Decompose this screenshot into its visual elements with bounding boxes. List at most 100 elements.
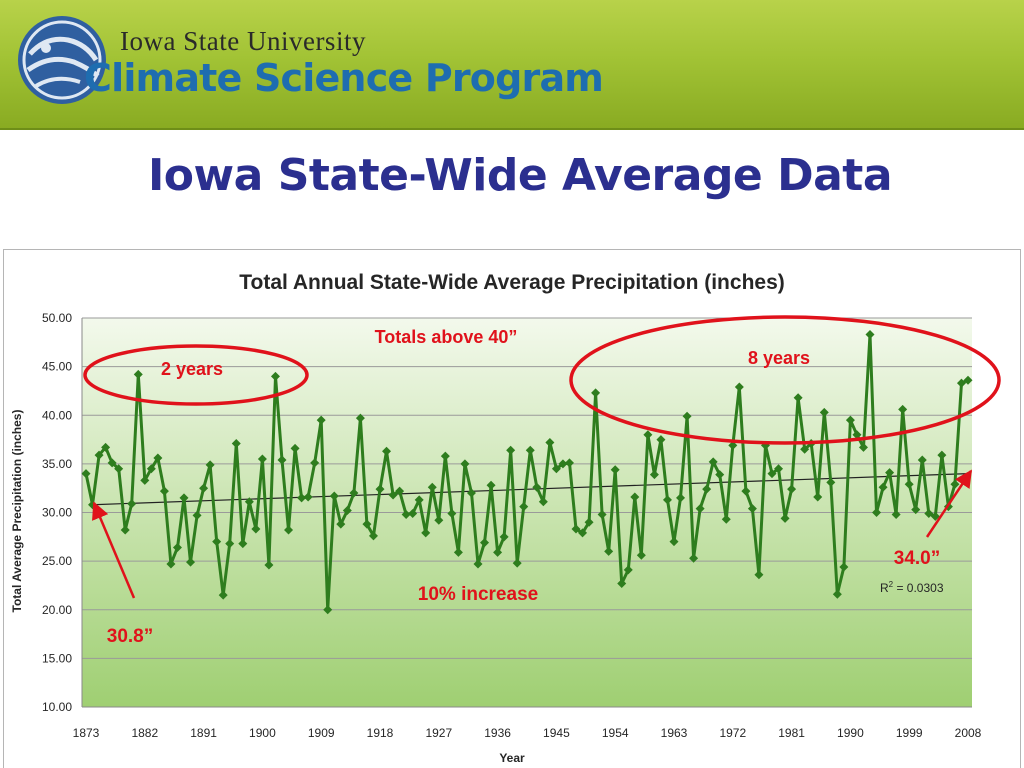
data-point: [904, 479, 914, 489]
x-tick-label: 1972: [719, 726, 746, 740]
y-tick-label: 50.00: [42, 311, 72, 325]
data-point: [421, 528, 431, 538]
data-point: [845, 415, 855, 425]
data-point: [257, 454, 267, 464]
annotation-start-value: 30.8”: [107, 626, 153, 647]
data-point: [571, 524, 581, 534]
data-point: [917, 455, 927, 465]
data-point: [747, 504, 757, 514]
highlight-ellipse-left: [83, 344, 309, 406]
data-point: [669, 537, 679, 547]
data-point: [558, 459, 568, 469]
slide-title: Iowa State-Wide Average Data: [147, 150, 893, 201]
data-point: [368, 531, 378, 541]
data-point: [656, 435, 666, 445]
data-point: [362, 519, 372, 529]
data-point: [101, 442, 111, 452]
data-point: [172, 543, 182, 553]
data-point: [819, 407, 829, 417]
data-point: [839, 562, 849, 572]
annotation-increase: 10% increase: [418, 584, 538, 605]
data-point: [342, 506, 352, 516]
y-tick-label: 25.00: [42, 554, 72, 568]
data-point: [244, 497, 254, 507]
data-point: [140, 475, 150, 485]
data-point: [218, 590, 228, 600]
data-point: [186, 557, 196, 567]
y-tick-label: 40.00: [42, 408, 72, 422]
y-tick-label: 15.00: [42, 651, 72, 665]
data-point: [205, 460, 215, 470]
annotation-left-count: 2 years: [161, 359, 223, 379]
data-point: [290, 443, 300, 453]
data-point: [329, 491, 339, 501]
y-tick-labels: 10.00 15.00 20.00 25.00 30.00 35.00 40.00 45.00…: [42, 311, 72, 714]
data-point: [427, 482, 437, 492]
data-point: [649, 470, 659, 480]
data-point: [532, 482, 542, 492]
x-tick-label: 1999: [896, 726, 923, 740]
x-tick-label: 1990: [837, 726, 864, 740]
data-point: [231, 438, 241, 448]
data-point: [264, 560, 274, 570]
series-line-precipitation: [84, 333, 969, 612]
data-point: [538, 497, 548, 507]
x-tick-label: 1936: [484, 726, 511, 740]
data-point: [94, 450, 104, 460]
data-point: [310, 458, 320, 468]
data-point: [564, 458, 574, 468]
data-point: [466, 488, 476, 498]
data-point: [192, 510, 202, 520]
data-point: [702, 484, 712, 494]
data-point: [591, 388, 601, 398]
data-point: [780, 513, 790, 523]
data-point: [480, 538, 490, 548]
header-banner: Iowa State University Climate Science Pr…: [0, 0, 1024, 128]
data-point: [872, 508, 882, 517]
data-point: [662, 495, 672, 505]
data-point: [506, 445, 516, 455]
data-point: [453, 547, 463, 557]
data-point: [297, 493, 307, 503]
data-point: [937, 450, 947, 460]
data-point: [251, 524, 261, 534]
data-point: [891, 509, 901, 519]
x-tick-label: 1900: [249, 726, 276, 740]
data-point: [604, 546, 614, 556]
arrow-end-value: [925, 469, 973, 538]
data-point: [865, 330, 875, 340]
y-tick-label: 45.00: [42, 360, 72, 374]
annotations: Totals above 40” 2 years 8 years 10% inc…: [83, 315, 1001, 647]
y-axis-label: Total Average Precipitation (inches): [10, 410, 24, 613]
chart-title: Total Annual State-Wide Average Precipit…: [239, 271, 785, 294]
data-point: [545, 437, 555, 447]
data-point: [414, 495, 424, 505]
data-point: [166, 559, 176, 569]
data-point: [460, 459, 470, 469]
x-tick-label: 1945: [543, 726, 570, 740]
data-point: [885, 468, 895, 478]
data-point: [336, 519, 346, 529]
r-squared-label: R2 = 0.0303: [880, 580, 944, 595]
data-point: [826, 477, 836, 487]
data-point: [81, 469, 91, 479]
x-tick-label: 1927: [425, 726, 452, 740]
data-point: [153, 453, 163, 463]
data-point: [695, 504, 705, 514]
x-tick-label: 1963: [661, 726, 688, 740]
annotation-right-count: 8 years: [748, 348, 810, 368]
data-point: [721, 514, 731, 524]
data-point: [630, 492, 640, 502]
data-point: [793, 393, 803, 403]
data-point: [238, 539, 248, 549]
data-point: [447, 508, 457, 518]
data-point: [159, 486, 169, 496]
data-point: [682, 411, 692, 421]
data-point: [858, 442, 868, 452]
data-point: [584, 517, 594, 527]
data-point: [349, 488, 359, 498]
data-point: [440, 451, 450, 461]
data-point: [774, 464, 784, 474]
data-point: [120, 525, 130, 535]
